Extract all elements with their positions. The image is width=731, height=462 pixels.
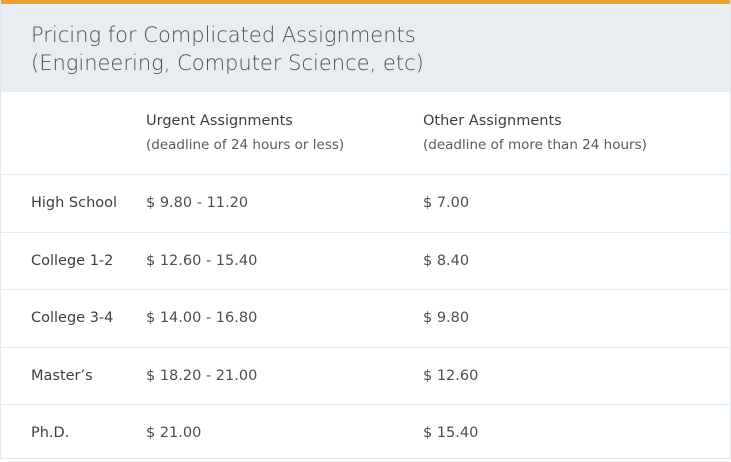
other-price: $ 8.40 bbox=[423, 252, 470, 269]
urgent-price: $ 18.20 - 21.00 bbox=[146, 367, 258, 384]
other-price: $ 15.40 bbox=[423, 425, 479, 442]
table-row: Ph.D. $ 21.00 $ 15.40 bbox=[1, 405, 730, 462]
academic-level: High School bbox=[31, 195, 118, 212]
table-row: College 1-2 $ 12.60 - 15.40 $ 8.40 bbox=[1, 233, 730, 290]
accent-bar bbox=[1, 0, 730, 4]
academic-level: Ph.D. bbox=[31, 425, 70, 442]
table-header: Urgent Assignments (deadline of 24 hours… bbox=[1, 92, 730, 175]
urgent-price: $ 9.80 - 11.20 bbox=[146, 195, 249, 212]
pricing-title: Pricing for Complicated Assignments (Eng… bbox=[1, 4, 730, 92]
academic-level: College 3-4 bbox=[31, 310, 114, 327]
urgent-price: $ 21.00 bbox=[146, 425, 202, 442]
academic-level: Master’s bbox=[31, 367, 93, 384]
other-price: $ 12.60 bbox=[423, 367, 479, 384]
table-row: College 3-4 $ 14.00 - 16.80 $ 9.80 bbox=[1, 290, 730, 348]
table-row: Master’s $ 18.20 - 21.00 $ 12.60 bbox=[1, 348, 730, 405]
title-line-2: (Engineering, Computer Science, etc) bbox=[31, 51, 424, 75]
table-row: High School $ 9.80 - 11.20 $ 7.00 bbox=[1, 175, 730, 233]
academic-level: College 1-2 bbox=[31, 252, 114, 269]
column-urgent: Urgent Assignments (deadline of 24 hours… bbox=[146, 113, 345, 153]
other-price: $ 7.00 bbox=[423, 195, 470, 212]
column-other: Other Assignments (deadline of more than… bbox=[423, 113, 647, 153]
urgent-price: $ 14.00 - 16.80 bbox=[146, 310, 258, 327]
other-price: $ 9.80 bbox=[423, 310, 470, 327]
urgent-price: $ 12.60 - 15.40 bbox=[146, 252, 258, 269]
title-line-1: Pricing for Complicated Assignments bbox=[31, 23, 416, 47]
